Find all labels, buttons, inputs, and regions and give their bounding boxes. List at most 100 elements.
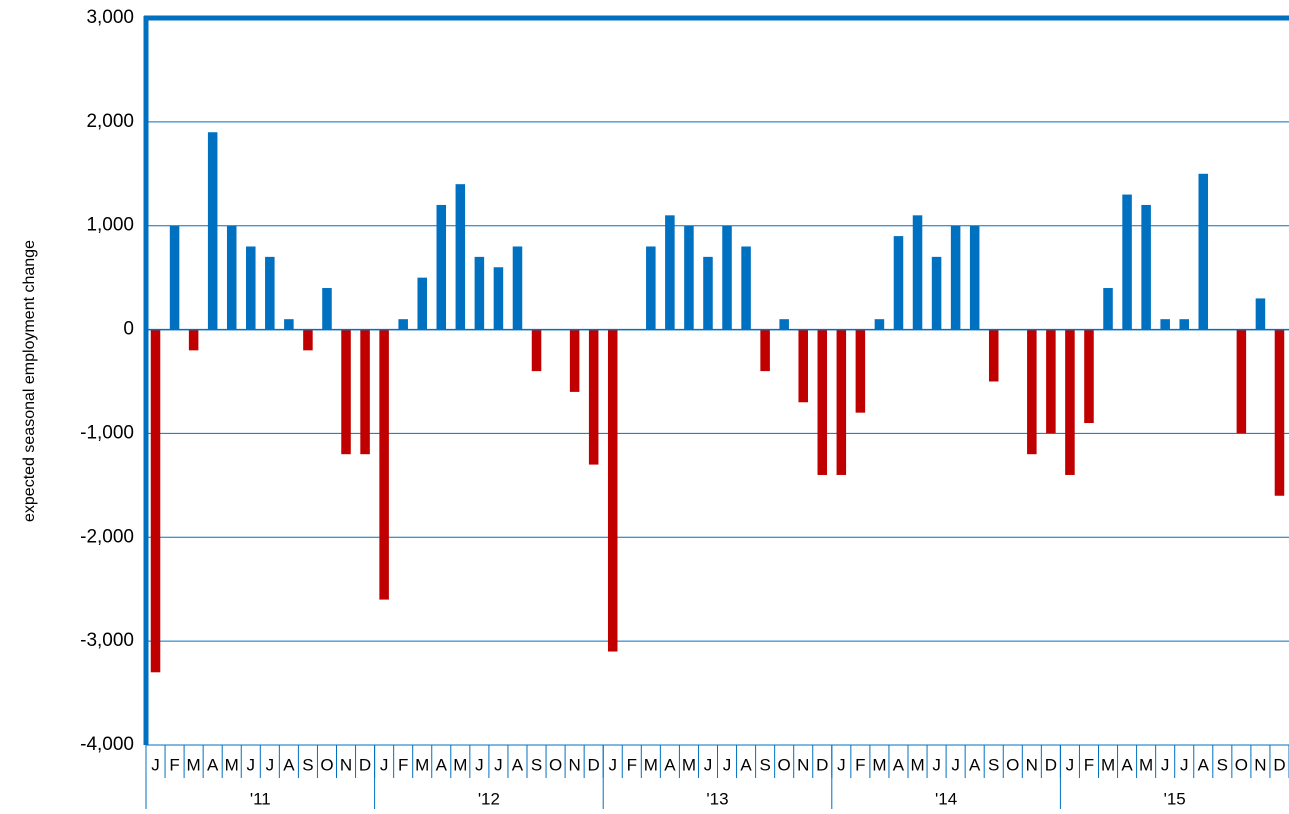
- bar: [1160, 319, 1170, 330]
- x-tick-label: A: [740, 755, 752, 774]
- bar: [1198, 173, 1209, 330]
- bar: [950, 225, 961, 330]
- bar: [741, 246, 751, 330]
- x-tick-label: N: [1026, 755, 1038, 774]
- bar: [1122, 194, 1132, 330]
- x-group-label: '14: [935, 789, 957, 808]
- bar: [188, 329, 199, 351]
- bar: [512, 246, 523, 330]
- x-tick-label: J: [723, 755, 732, 774]
- bar: [588, 329, 599, 465]
- x-tick-label: N: [797, 755, 809, 774]
- bar: [893, 236, 904, 330]
- x-tick-label: J: [266, 755, 275, 774]
- bar: [703, 256, 713, 330]
- bar: [931, 256, 942, 330]
- bar: [150, 329, 161, 673]
- bar: [836, 329, 847, 475]
- x-tick-label: D: [816, 755, 828, 774]
- bar: [436, 204, 447, 330]
- x-tick-label: F: [627, 755, 637, 774]
- x-tick-label: A: [1121, 755, 1133, 774]
- bar: [874, 319, 885, 330]
- x-tick-label: A: [969, 755, 981, 774]
- x-tick-label: J: [704, 755, 713, 774]
- x-tick-label: O: [778, 755, 791, 774]
- x-tick-label: A: [893, 755, 905, 774]
- y-tick-label: 3,000: [86, 7, 134, 28]
- x-tick-label: N: [568, 755, 580, 774]
- x-tick-label: J: [932, 755, 941, 774]
- bar: [322, 288, 332, 330]
- y-tick-label: 1,000: [86, 215, 134, 236]
- x-tick-label: M: [225, 755, 239, 774]
- bar: [722, 225, 732, 330]
- bar: [912, 215, 923, 330]
- x-tick-label: J: [151, 755, 160, 774]
- bar: [417, 277, 427, 330]
- y-tick-label: 2,000: [86, 111, 134, 132]
- y-axis-label: expected seasonal employment change: [21, 240, 38, 522]
- x-tick-label: S: [988, 755, 999, 774]
- x-group-label: '11: [250, 789, 271, 808]
- y-tick-label: -2,000: [80, 526, 134, 547]
- x-tick-label: O: [549, 755, 562, 774]
- x-tick-label: S: [531, 755, 542, 774]
- bar: [226, 225, 237, 330]
- x-tick-label: S: [759, 755, 770, 774]
- x-tick-label: M: [1101, 755, 1115, 774]
- bar: [207, 132, 218, 330]
- x-tick-label: J: [951, 755, 960, 774]
- bar: [969, 225, 980, 330]
- x-tick-label: O: [1006, 755, 1019, 774]
- x-tick-label: S: [1217, 755, 1228, 774]
- x-tick-label: A: [436, 755, 448, 774]
- bar: [1046, 329, 1056, 434]
- bar: [398, 319, 408, 330]
- bar: [798, 329, 808, 403]
- x-tick-label: J: [494, 755, 503, 774]
- x-tick-label: D: [588, 755, 600, 774]
- x-tick-label: M: [415, 755, 429, 774]
- x-tick-label: D: [1273, 755, 1285, 774]
- x-tick-label: M: [453, 755, 467, 774]
- bar: [684, 225, 694, 330]
- bar: [455, 184, 466, 330]
- x-tick-label: M: [1139, 755, 1153, 774]
- bar: [379, 329, 389, 600]
- bar: [1179, 319, 1189, 330]
- bar: [1084, 329, 1094, 424]
- x-tick-label: M: [187, 755, 201, 774]
- x-tick-label: F: [169, 755, 179, 774]
- x-tick-label: O: [1235, 755, 1248, 774]
- x-tick-label: J: [1066, 755, 1075, 774]
- bar: [1103, 288, 1113, 330]
- x-tick-label: J: [247, 755, 256, 774]
- bar: [646, 246, 656, 330]
- x-group-label: '12: [478, 789, 500, 808]
- bar: [779, 319, 789, 330]
- bar: [1141, 204, 1151, 330]
- x-tick-label: A: [283, 755, 295, 774]
- bar: [569, 329, 580, 392]
- bar: [665, 215, 675, 330]
- bar: [341, 329, 351, 455]
- x-tick-label: J: [1161, 755, 1170, 774]
- bar: [855, 329, 866, 413]
- x-tick-label: M: [910, 755, 924, 774]
- bar: [1065, 329, 1075, 475]
- x-group-label: '13: [706, 789, 728, 808]
- x-tick-label: M: [682, 755, 696, 774]
- x-tick-label: S: [302, 755, 313, 774]
- bar: [246, 246, 256, 330]
- y-tick-label: -1,000: [80, 422, 134, 443]
- bar: [1274, 329, 1285, 496]
- bar: [607, 329, 618, 652]
- bar: [493, 267, 504, 330]
- bar: [284, 319, 294, 330]
- bar: [265, 256, 275, 330]
- y-tick-label: -3,000: [80, 630, 134, 651]
- x-tick-label: M: [644, 755, 658, 774]
- bar: [1027, 329, 1037, 455]
